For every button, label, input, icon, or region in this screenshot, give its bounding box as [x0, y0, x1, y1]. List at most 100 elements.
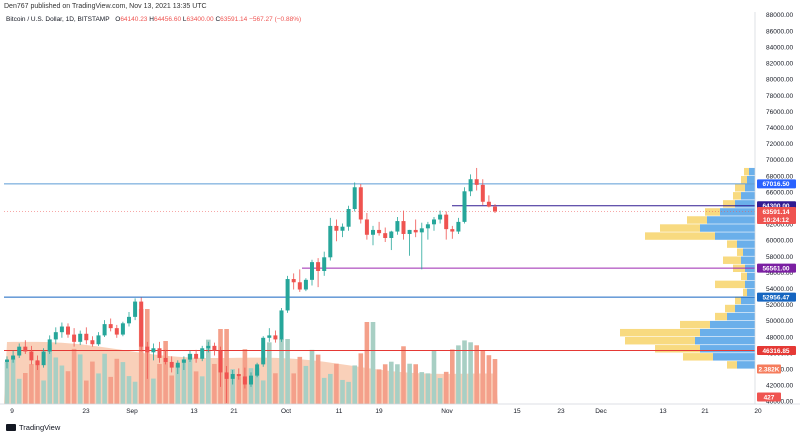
candle [352, 182, 357, 212]
candle [17, 343, 22, 358]
open-value: 64140.23 [120, 16, 148, 23]
candle [5, 356, 9, 369]
candle [395, 217, 400, 235]
price-tick-label: 74000.00 [766, 125, 793, 132]
candle [72, 328, 77, 347]
volume-bar [267, 342, 272, 404]
candle [261, 336, 266, 367]
price-tick-label: 78000.00 [766, 93, 793, 100]
candle [35, 355, 40, 371]
volume-bar [443, 371, 449, 404]
time-tick-label: 13 [190, 408, 198, 415]
volume-bar [108, 376, 113, 404]
volume-bar [206, 339, 211, 404]
candle [249, 372, 253, 387]
volume-bar [193, 371, 199, 404]
candle [194, 349, 199, 363]
candle [328, 217, 333, 261]
volume-bar [401, 346, 406, 404]
time-tick-label: Dec [595, 408, 607, 415]
candle [23, 340, 28, 354]
candle [84, 327, 89, 345]
time-tick-label: 23 [557, 408, 565, 415]
volume-bar [291, 373, 296, 404]
resistance-blue-tag [757, 179, 796, 189]
candle [188, 350, 192, 362]
current-price-tag [757, 206, 796, 224]
candle [377, 221, 382, 236]
volume-bar [59, 365, 65, 404]
candle [468, 174, 473, 197]
candle [303, 278, 308, 292]
volume-bar [389, 361, 394, 404]
volume-bar [364, 322, 370, 404]
candle [273, 330, 278, 343]
brand-text: TradingView [19, 423, 61, 432]
candle [371, 225, 375, 246]
volume-tag [757, 392, 781, 402]
chart-pane[interactable] [0, 12, 755, 404]
price-tick-label: 58000.00 [766, 254, 793, 261]
volume-bar [382, 364, 388, 404]
symbol-legend[interactable]: Bitcoin / U.S. Dollar, 1D, BITSTAMP O641… [6, 16, 301, 23]
candle [224, 365, 229, 404]
price-tag-label: 64300.00 [762, 203, 789, 210]
candle [462, 187, 467, 224]
candle [444, 211, 449, 240]
volume-tag [757, 364, 781, 374]
candle [133, 298, 138, 321]
price-tick-label: 48000.00 [766, 334, 793, 341]
volume-bar [321, 377, 327, 404]
candle [200, 345, 205, 362]
price-chart[interactable]: 88000.00 86000.00 84000.00 82000.00 80000.00… [0, 12, 800, 420]
level-purple-56561-tag [757, 263, 796, 273]
tradingview-brand[interactable]: TradingView [6, 423, 60, 432]
volume-bar [187, 353, 193, 404]
time-tick-label: 23 [82, 408, 90, 415]
candle [413, 219, 418, 238]
time-axis[interactable]: 9 23 Sep 13 21 Oct 11 19 Nov 15 23 Dec 13 21 20 [10, 408, 762, 415]
volume-bar [65, 371, 71, 404]
candle [59, 322, 64, 338]
price-tag-label: 46316.85 [762, 348, 789, 355]
candles [5, 167, 497, 404]
price-tick-label: 42000.00 [766, 383, 793, 390]
volume-bar [151, 378, 156, 404]
volume-bar [157, 364, 162, 404]
volume-bar [419, 372, 425, 404]
candle [255, 362, 260, 378]
candle [340, 223, 345, 238]
candle [151, 343, 156, 361]
candle [120, 321, 125, 337]
current-price-label: 63591.14 [762, 209, 789, 216]
volume-bar [4, 361, 10, 404]
volume-bar [340, 379, 345, 404]
time-tick-label: Sep [126, 408, 138, 415]
candle [47, 335, 52, 354]
publish-header: Den767 published on TradingView.com, Nov… [0, 0, 800, 14]
price-tick-label: 86000.00 [766, 28, 793, 35]
price-tick-label: 88000.00 [766, 12, 793, 19]
candle [474, 167, 479, 191]
volume-profile [620, 167, 755, 369]
volume-bar [346, 381, 351, 404]
candle [291, 273, 296, 290]
volume-bar [395, 364, 400, 404]
volume-bar [199, 376, 205, 404]
footer: TradingView [0, 420, 800, 435]
price-tick-label: 80000.00 [766, 77, 793, 84]
candle [157, 341, 162, 363]
candle [175, 360, 180, 375]
volume-bar [303, 365, 309, 404]
candle [401, 210, 406, 240]
change-value: −567.27 (−0.88%) [249, 16, 302, 23]
price-tags: 67016.50 64300.00 56561.00 52956.47 46316.85… [757, 179, 796, 402]
close-label: C [215, 16, 221, 23]
volume-bar [456, 345, 461, 404]
candle [236, 368, 241, 380]
volume-bar [285, 339, 290, 404]
candle [230, 370, 235, 385]
volume-bar [47, 344, 52, 404]
candle [11, 350, 16, 363]
candle [145, 341, 150, 379]
